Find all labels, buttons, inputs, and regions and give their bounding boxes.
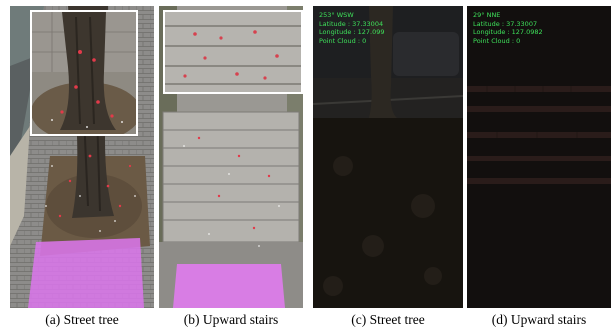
longitude-readout: Longitude : 127.099: [319, 28, 385, 37]
caption-b: (b) Upward stairs: [183, 312, 279, 327]
street-tree-zoom-inset: [30, 10, 138, 136]
sensor-readout: 253° WSW Latitude : 37.33004 Longitude :…: [319, 11, 385, 45]
sensor-readout: 29° NNE Latitude : 37.33007 Longitude : …: [473, 11, 543, 45]
caption-c: (c) Street tree: [351, 312, 425, 327]
stairs-zoom-inset: [163, 10, 303, 94]
longitude-readout: Longitude : 127.0982: [473, 28, 543, 37]
point-cloud-readout: Point Cloud : 0: [473, 36, 521, 45]
caption-d: (d) Upward stairs: [491, 312, 587, 327]
upward-stairs-photo: [159, 6, 303, 308]
night-stairs-view: 29° NNE Latitude : 37.33007 Longitude : …: [467, 6, 611, 308]
street-tree-photo: [10, 6, 154, 308]
point-cloud-readout: Point Cloud : 0: [319, 36, 367, 45]
compass-heading: 29° NNE: [473, 11, 501, 19]
latitude-readout: Latitude : 37.33004: [319, 19, 384, 28]
compass-heading: 253° WSW: [319, 11, 354, 19]
latitude-readout: Latitude : 37.33007: [473, 19, 538, 28]
night-street-tree-view: 253° WSW Latitude : 37.33004 Longitude :…: [313, 6, 463, 308]
caption-a: (a) Street tree: [45, 312, 119, 327]
